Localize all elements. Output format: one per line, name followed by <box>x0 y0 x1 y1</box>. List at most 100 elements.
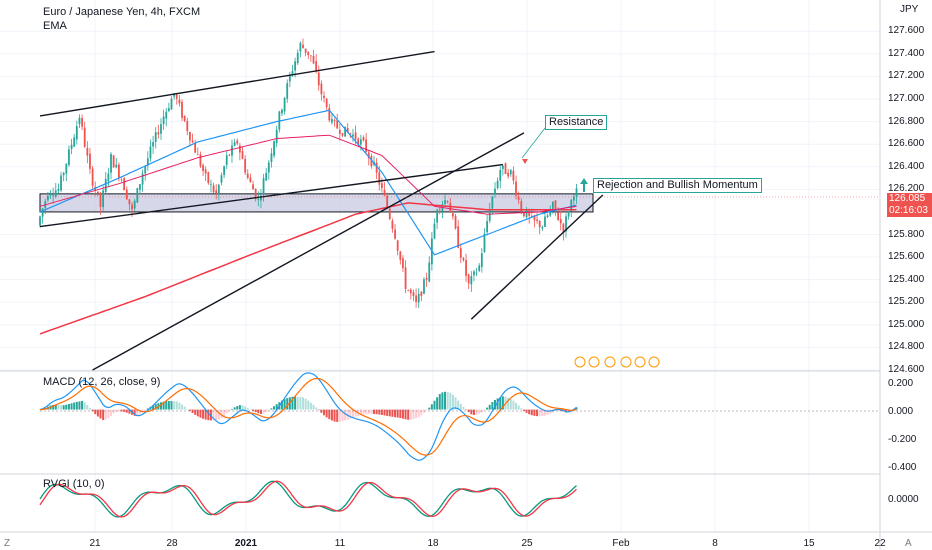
candle <box>83 127 86 147</box>
macd-bar <box>181 404 184 410</box>
candle <box>288 74 291 82</box>
candle <box>194 142 197 153</box>
macd-bar <box>86 404 89 410</box>
candle <box>420 291 423 296</box>
candle <box>409 289 412 294</box>
candle <box>78 117 81 125</box>
trendline[interactable] <box>39 50 435 117</box>
candle <box>320 83 323 95</box>
rvgi-legend[interactable]: RVGI (10, 0) <box>43 478 105 490</box>
candle <box>173 93 176 97</box>
candle <box>399 251 402 260</box>
candle <box>244 159 247 173</box>
macd-bar <box>528 409 531 415</box>
macd-bar <box>446 391 449 410</box>
auto-scale-icon[interactable]: A <box>905 538 912 549</box>
candle <box>486 221 488 233</box>
macd-bar <box>509 399 512 410</box>
candle <box>312 55 315 64</box>
macd-bar <box>420 409 423 416</box>
candle <box>370 155 373 167</box>
candle <box>567 212 570 217</box>
macd-bar <box>407 409 410 420</box>
macd-legend[interactable]: MACD (12, 26, close, 9) <box>43 376 161 388</box>
candle <box>381 183 383 188</box>
macd-bar <box>223 409 226 416</box>
macd-bar <box>383 409 386 416</box>
candle <box>538 220 541 228</box>
resistance-annotation[interactable]: Resistance <box>545 115 608 130</box>
macd-bar <box>244 406 247 410</box>
timezone-icon[interactable]: Z <box>4 538 11 549</box>
candle <box>470 276 473 285</box>
candle <box>452 213 454 217</box>
candle <box>296 52 299 64</box>
event-icons[interactable] <box>574 356 660 368</box>
candle <box>189 131 191 141</box>
trendline[interactable] <box>92 132 525 371</box>
candle <box>73 137 76 147</box>
candle <box>86 147 89 156</box>
candle <box>302 44 304 49</box>
macd-bar <box>154 404 157 410</box>
candle <box>536 219 538 221</box>
candle <box>104 179 107 193</box>
macd-bar <box>338 409 341 422</box>
candle <box>175 94 178 99</box>
candle <box>344 126 346 137</box>
macd-bar <box>125 409 128 413</box>
macd-bar <box>378 409 381 415</box>
macd-bar <box>330 409 333 421</box>
macd-bar <box>241 405 244 410</box>
macd-bar <box>249 409 252 410</box>
macd-bar <box>267 409 270 411</box>
macd-bar <box>230 408 233 410</box>
macd-bar <box>191 409 194 414</box>
macd-bar <box>52 404 55 410</box>
time-tick: 22 <box>874 538 886 549</box>
macd-bar <box>259 409 262 415</box>
ema-legend[interactable]: EMA <box>43 20 67 32</box>
macd-bar <box>83 402 86 410</box>
candle <box>136 188 139 203</box>
candle <box>286 83 289 99</box>
candle <box>233 142 236 146</box>
macd-bar <box>325 409 328 418</box>
macd-axis-tick: -0.200 <box>888 434 917 445</box>
candle <box>333 120 336 122</box>
macd-bar <box>207 409 210 421</box>
macd-bar <box>304 398 307 410</box>
candle <box>396 240 399 251</box>
trendline[interactable] <box>470 194 604 320</box>
macd-bar <box>470 409 473 415</box>
candle <box>462 258 465 261</box>
macd-bar <box>386 409 389 416</box>
macd-bar <box>323 409 326 416</box>
macd-bar <box>525 409 528 413</box>
macd-bar <box>541 409 544 416</box>
rejection-annotation[interactable]: Rejection and Bullish Momentum <box>593 178 762 193</box>
candle <box>509 169 512 175</box>
macd-bar <box>430 404 433 410</box>
candle <box>467 274 470 284</box>
candle <box>402 258 404 269</box>
candle <box>317 72 320 86</box>
candle <box>65 163 68 174</box>
candle <box>533 215 536 221</box>
candle <box>417 293 420 303</box>
candle <box>102 190 105 208</box>
macd-bar <box>102 409 105 421</box>
macd-bar <box>209 409 212 421</box>
macd-bar <box>186 408 189 410</box>
macd-bar <box>283 399 286 410</box>
macd-bar <box>196 409 199 417</box>
candle <box>480 253 483 268</box>
macd-bar <box>359 409 362 416</box>
macd-bar <box>225 409 228 414</box>
trendline[interactable] <box>39 163 503 228</box>
candle <box>323 95 325 99</box>
candle <box>309 55 312 57</box>
price-axis-tick: 127.400 <box>888 47 925 59</box>
macd-bar <box>462 406 465 410</box>
